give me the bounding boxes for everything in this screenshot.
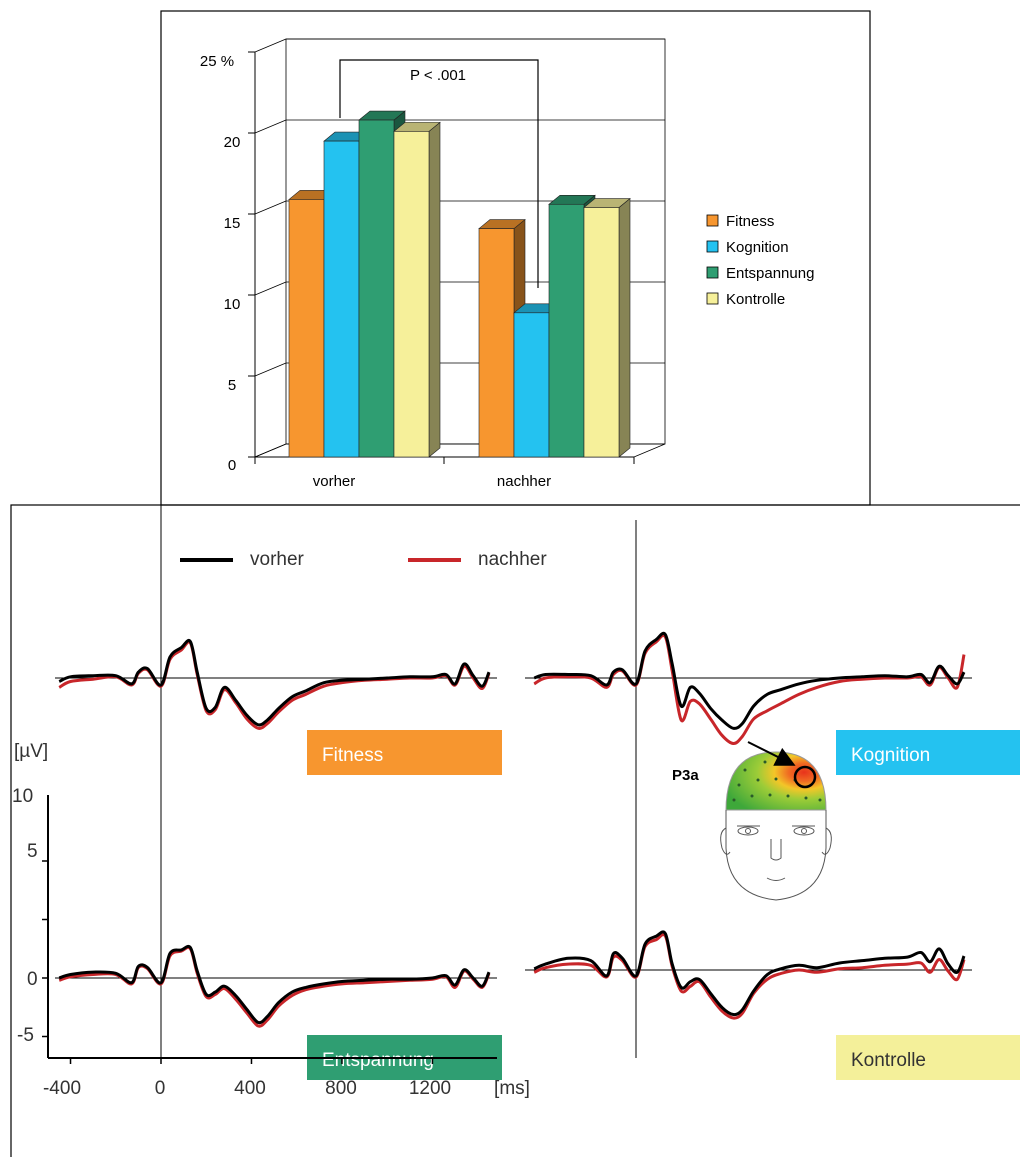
bar-y-tick-5: 5 (228, 377, 236, 394)
condition-text-kontrolle: Kontrolle (851, 1050, 926, 1071)
bar-chart-legend: Fitness Kognition Entspannung Kontrolle (706, 213, 814, 308)
bar-front (288, 199, 325, 458)
condition-label-kognition: Kognition (836, 730, 1020, 775)
bar-y-tick-25: 25 % (200, 53, 234, 70)
face-outline (720, 810, 832, 901)
legend-label-fitness: Fitness (726, 213, 774, 230)
condition-label-fitness: Fitness (307, 730, 502, 775)
bar-grid-diagonal-15 (254, 200, 287, 215)
bar-grid-diagonal-5 (254, 362, 287, 377)
topography-map (725, 751, 827, 811)
bar-grid-diagonal-10 (254, 281, 287, 296)
legend-swatch-fitness (706, 214, 719, 227)
bar-x-label-nachher: nachher (497, 473, 551, 490)
bar-chart: P < .001 0 5 10 15 20 25 % vorher nachhe… (160, 10, 871, 506)
p3a-arrow (747, 741, 796, 766)
x-tick-label-400: 400 (234, 1078, 266, 1099)
x-tick-label-800: 800 (325, 1078, 357, 1099)
x-tick-label-neg400: -400 (43, 1078, 81, 1099)
waveform-kontrolle-vorher (533, 930, 966, 1017)
y-tick-label-5: 5 (27, 841, 38, 862)
y-tick-label-0: 0 (27, 969, 38, 990)
bar-chart-y-ticks: 0 5 10 15 20 25 % (200, 53, 240, 474)
legend-label-kognition: Kognition (726, 239, 789, 256)
y-tick-label-10: 10 (12, 786, 33, 807)
p3a-label: P3a (672, 767, 699, 784)
legend-item-kontrolle: Kontrolle (706, 291, 785, 308)
condition-text-kognition: Kognition (851, 745, 930, 766)
erp-legend-label-vorher: vorher (250, 549, 305, 570)
condition-box-kontrolle (836, 1035, 1020, 1080)
waveform-kognition-vorher (533, 631, 966, 730)
bar-front (358, 119, 395, 458)
bar-grid-diagonal-20 (254, 119, 287, 134)
condition-box-fitness (307, 730, 502, 775)
bar-chart-bars (288, 110, 631, 458)
erp-panel: vorher nachher Fitness Kognition Entspan… (10, 504, 1020, 1157)
bar-front (513, 312, 550, 458)
waveform-fitness-nachher (58, 640, 491, 730)
y-unit-label: [µV] (14, 741, 48, 762)
erp-legend: vorher nachher (180, 549, 547, 570)
condition-text-entspannung: Entspannung (322, 1050, 434, 1071)
erp-axis-tick-marks (42, 860, 434, 1064)
legend-swatch-kognition (706, 240, 719, 253)
waveform-entspannung-nachher (58, 945, 491, 1028)
bar-front (548, 203, 585, 458)
condition-text-fitness: Fitness (322, 745, 383, 766)
bar-y-tick-0: 0 (228, 457, 236, 474)
bar-front (323, 140, 360, 458)
significance-bracket-line (339, 59, 539, 288)
legend-label-entspannung: Entspannung (726, 265, 814, 282)
condition-label-kontrolle: Kontrolle (836, 1035, 1020, 1080)
condition-box-kognition (836, 730, 1020, 775)
bar-front (478, 228, 515, 458)
waveform-fitness-vorher (58, 639, 491, 727)
bar-y-tick-15: 15 (224, 215, 241, 232)
legend-item-kognition: Kognition (706, 239, 789, 256)
legend-label-kontrolle: Kontrolle (726, 291, 785, 308)
bar-y-tick-10: 10 (224, 296, 241, 313)
waveform-kontrolle-nachher (533, 933, 966, 1020)
erp-legend-label-nachher: nachher (478, 549, 547, 570)
significance-label: P < .001 (410, 67, 466, 84)
bar-x-label-vorher: vorher (313, 473, 356, 490)
bar-side (618, 197, 631, 458)
waveform-kognition-nachher (533, 633, 966, 745)
x-tick-label-0: 0 (155, 1078, 166, 1099)
bar-front (583, 207, 620, 458)
erp-panel-frame (10, 504, 1020, 1157)
waveform-entspannung-vorher (58, 944, 491, 1025)
bar-nachher-kontrolle (583, 197, 631, 458)
bar-y-tick-20: 20 (224, 134, 241, 151)
x-unit-label: [ms] (494, 1078, 530, 1099)
scalp-topography: P3a (672, 741, 832, 901)
bar-grid-diagonal-25 (254, 38, 287, 53)
legend-swatch-kontrolle (706, 292, 719, 305)
erp-waveforms (58, 631, 966, 1028)
y-tick-label-neg5: -5 (17, 1025, 34, 1046)
bar-vorher-kontrolle (393, 121, 441, 458)
legend-item-entspannung: Entspannung (706, 265, 814, 282)
bar-grid-diagonal-0 (254, 443, 287, 458)
significance-bracket: P < .001 (339, 59, 539, 288)
bar-chart-x-labels: vorher nachher (313, 473, 551, 490)
legend-swatch-entspannung (706, 266, 719, 279)
bar-front (393, 131, 430, 458)
electrode-dots (732, 760, 822, 802)
legend-item-fitness: Fitness (706, 213, 774, 230)
p3a-electrode-marker (793, 765, 817, 789)
bar-side (428, 121, 441, 458)
erp-axes: [µV] 10 5 0 -5 -400 0 400 800 1200 [ms] (12, 741, 530, 1099)
x-tick-label-1200: 1200 (409, 1078, 451, 1099)
